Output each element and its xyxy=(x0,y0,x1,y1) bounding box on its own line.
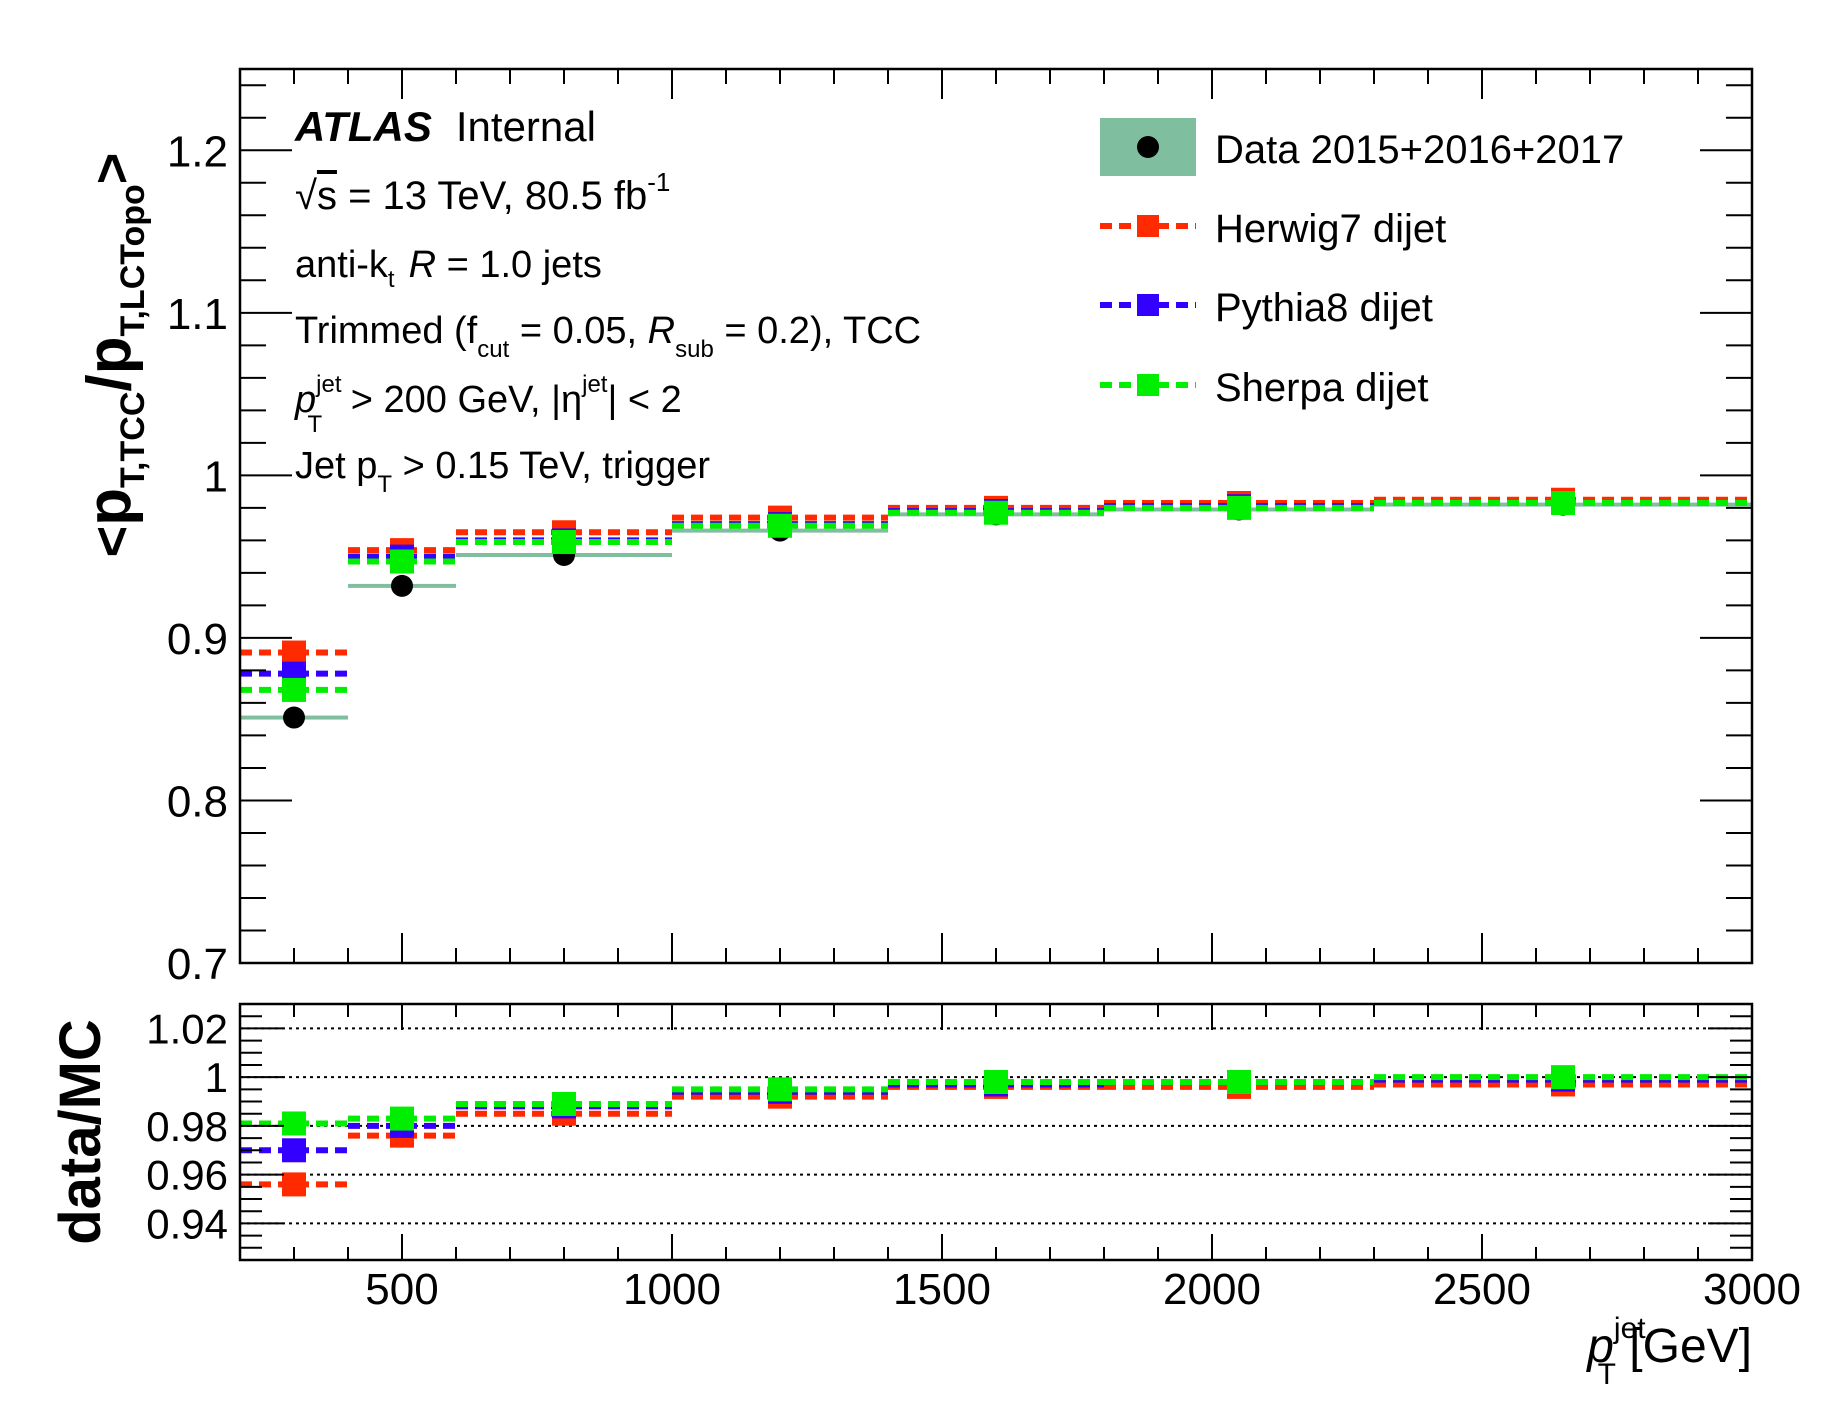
x-tick-label: 2500 xyxy=(1433,1265,1531,1314)
main-y-tick-label: 1.2 xyxy=(167,127,228,176)
ratio-marker xyxy=(768,1077,792,1102)
main-y-tick-label: 0.8 xyxy=(167,777,228,826)
ratio-panel-grid xyxy=(240,1027,1752,1225)
legend-sherpa-marker xyxy=(1137,374,1159,396)
main-y-axis-label: <pT,TCC/pT,LCTopo> xyxy=(75,153,152,558)
ratio-marker xyxy=(282,1111,306,1136)
legend-entry-pythia: Pythia8 dijet xyxy=(1100,286,1433,330)
legend: Data 2015+2016+2017 Herwig7 dijet Pythia… xyxy=(1100,118,1624,410)
ratio-y-tick-label: 0.98 xyxy=(146,1103,228,1150)
data-point xyxy=(283,706,305,729)
mc-marker xyxy=(282,677,306,702)
x-tick-label: 3000 xyxy=(1703,1265,1801,1314)
main-y-tick-label: 1 xyxy=(204,452,228,501)
legend-entry-herwig: Herwig7 dijet xyxy=(1100,207,1446,251)
legend-sherpa-label: Sherpa dijet xyxy=(1215,366,1428,410)
mc-marker xyxy=(552,530,576,555)
energy-label: √s = 13 TeV, 80.5 fb-1 xyxy=(295,167,670,218)
ratio-marker xyxy=(390,1106,414,1131)
ratio-panel-data xyxy=(240,1065,1752,1197)
mc-marker xyxy=(282,640,306,665)
atlas-label: ATLAS Internal xyxy=(294,103,596,150)
ratio-y-tick-label: 1 xyxy=(205,1054,228,1101)
mc-marker xyxy=(390,549,414,574)
main-panel-data xyxy=(240,487,1752,729)
x-tick-label: 1500 xyxy=(893,1265,991,1314)
mc-marker xyxy=(768,513,792,538)
ratio-marker xyxy=(552,1091,576,1116)
main-panel-axes: 0.7 0.8 0.9 1 1.1 1.2 xyxy=(167,69,1753,989)
x-tick-label: 500 xyxy=(365,1265,438,1314)
trimming-label: Trimmed (fcut = 0.05, Rsub = 0.2), TCC xyxy=(295,310,921,363)
annotation-block: ATLAS Internal √s = 13 TeV, 80.5 fb-1 ant… xyxy=(294,103,921,498)
data-point xyxy=(391,574,413,597)
legend-data-marker xyxy=(1137,136,1159,158)
ratio-y-tick-label: 0.96 xyxy=(146,1152,228,1199)
ratio-marker xyxy=(984,1070,1008,1095)
legend-entry-data: Data 2015+2016+2017 xyxy=(1100,118,1624,176)
x-tick-label: 2000 xyxy=(1163,1265,1261,1314)
ratio-marker xyxy=(282,1172,306,1197)
selection-label: pjet T > 200 GeV, |ηjet| < 2 xyxy=(294,371,682,438)
x-axis-label: pjet T [GeV] xyxy=(1585,1312,1752,1391)
mc-marker xyxy=(984,500,1008,525)
jet-algorithm-label: anti-kt R = 1.0 jets xyxy=(295,244,602,293)
legend-herwig-label: Herwig7 dijet xyxy=(1215,207,1446,251)
ratio-y-tick-label: 1.02 xyxy=(146,1005,228,1052)
main-y-tick-label: 0.9 xyxy=(167,615,228,664)
ratio-panel-frame xyxy=(238,1002,1754,1262)
legend-herwig-marker xyxy=(1137,215,1159,237)
main-y-tick-label: 1.1 xyxy=(167,290,228,339)
legend-pythia-label: Pythia8 dijet xyxy=(1215,286,1433,330)
legend-pythia-marker xyxy=(1137,294,1159,316)
ratio-marker xyxy=(282,1138,306,1163)
mc-marker xyxy=(1551,490,1575,515)
x-tick-label: 1000 xyxy=(623,1265,721,1314)
ratio-marker xyxy=(1551,1065,1575,1090)
ratio-y-tick-label: 0.94 xyxy=(146,1200,228,1247)
trigger-label: Jet pT > 0.15 TeV, trigger xyxy=(295,445,710,498)
legend-entry-sherpa: Sherpa dijet xyxy=(1100,366,1428,410)
ratio-y-axis-label: data/MC xyxy=(48,1019,113,1245)
legend-data-label: Data 2015+2016+2017 xyxy=(1215,128,1624,172)
ratio-marker xyxy=(1227,1070,1251,1095)
mc-marker xyxy=(1227,495,1251,520)
main-y-tick-label: 0.7 xyxy=(167,940,228,989)
